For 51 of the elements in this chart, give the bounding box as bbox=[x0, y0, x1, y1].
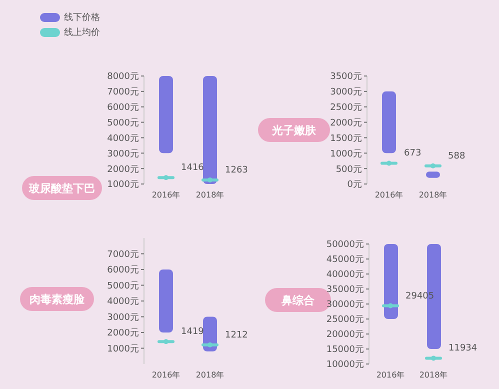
text: 光子嫩肤 bbox=[258, 118, 330, 142]
x-tick-label: 2018年 bbox=[196, 370, 224, 380]
y-tick-label: 25000元 bbox=[326, 314, 364, 326]
legend-label: 线下价格 bbox=[64, 12, 100, 24]
data-label: 1212 bbox=[225, 330, 248, 340]
y-tick-label: 4000元 bbox=[107, 132, 139, 144]
y-tick-label: 15000元 bbox=[326, 344, 364, 356]
y-tick-label: 6000元 bbox=[107, 102, 139, 114]
y-tick-label: 8000元 bbox=[107, 71, 139, 82]
text: 玻尿酸垫下巴 bbox=[22, 176, 102, 200]
y-tick-label: 2000元 bbox=[107, 164, 139, 175]
y-tick-label: 3000元 bbox=[107, 312, 139, 323]
y-tick-label: 7000元 bbox=[107, 248, 139, 260]
x-tick-label: 2016年 bbox=[376, 370, 405, 380]
y-tick-label: 3500元 bbox=[330, 71, 362, 82]
x-tick-label: 2018年 bbox=[196, 190, 224, 200]
y-tick-label: 1000元 bbox=[107, 343, 139, 354]
y-tick-label: 30000元 bbox=[326, 299, 364, 310]
x-tick-label: 2016年 bbox=[152, 370, 180, 380]
y-tick-label: 2000元 bbox=[330, 117, 362, 128]
x-tick-label: 2016年 bbox=[152, 190, 180, 200]
y-tick-label: 1500元 bbox=[330, 132, 362, 144]
y-tick-label: 20000元 bbox=[326, 329, 364, 340]
y-tick-label: 0元 bbox=[347, 179, 362, 190]
data-label: 588 bbox=[448, 151, 466, 162]
data-label: 673 bbox=[404, 148, 422, 159]
data-label: 11934 bbox=[448, 344, 478, 354]
y-tick-label: 6000元 bbox=[107, 264, 139, 276]
y-tick-label: 5000元 bbox=[107, 280, 139, 292]
y-tick-label: 2000元 bbox=[107, 328, 139, 339]
y-tick-label: 5000元 bbox=[107, 117, 139, 128]
y-tick-label: 1000元 bbox=[330, 148, 362, 160]
y-tick-label: 3000元 bbox=[107, 148, 139, 160]
y-tick-label: 40000元 bbox=[326, 269, 364, 280]
y-tick-label: 4000元 bbox=[107, 296, 139, 308]
y-tick-label: 500元 bbox=[336, 164, 362, 175]
y-tick-label: 10000元 bbox=[326, 359, 364, 370]
y-tick-label: 45000元 bbox=[326, 254, 364, 266]
x-tick-label: 2016年 bbox=[374, 190, 404, 200]
legend-label: 线上均价 bbox=[64, 26, 100, 39]
y-tick-label: 35000元 bbox=[326, 284, 364, 296]
y-tick-label: 7000元 bbox=[107, 86, 139, 98]
data-label: 1263 bbox=[225, 165, 248, 176]
x-tick-label: 2018年 bbox=[418, 190, 448, 200]
x-tick-label: 2018年 bbox=[419, 370, 448, 380]
y-tick-label: 2500元 bbox=[330, 102, 362, 114]
y-tick-label: 1000元 bbox=[107, 179, 139, 190]
y-tick-label: 3000元 bbox=[330, 86, 362, 98]
y-tick-label: 50000元 bbox=[326, 239, 364, 250]
text: 鼻综合 bbox=[282, 294, 314, 306]
text: 肉毒素瘦脸 bbox=[20, 287, 94, 311]
